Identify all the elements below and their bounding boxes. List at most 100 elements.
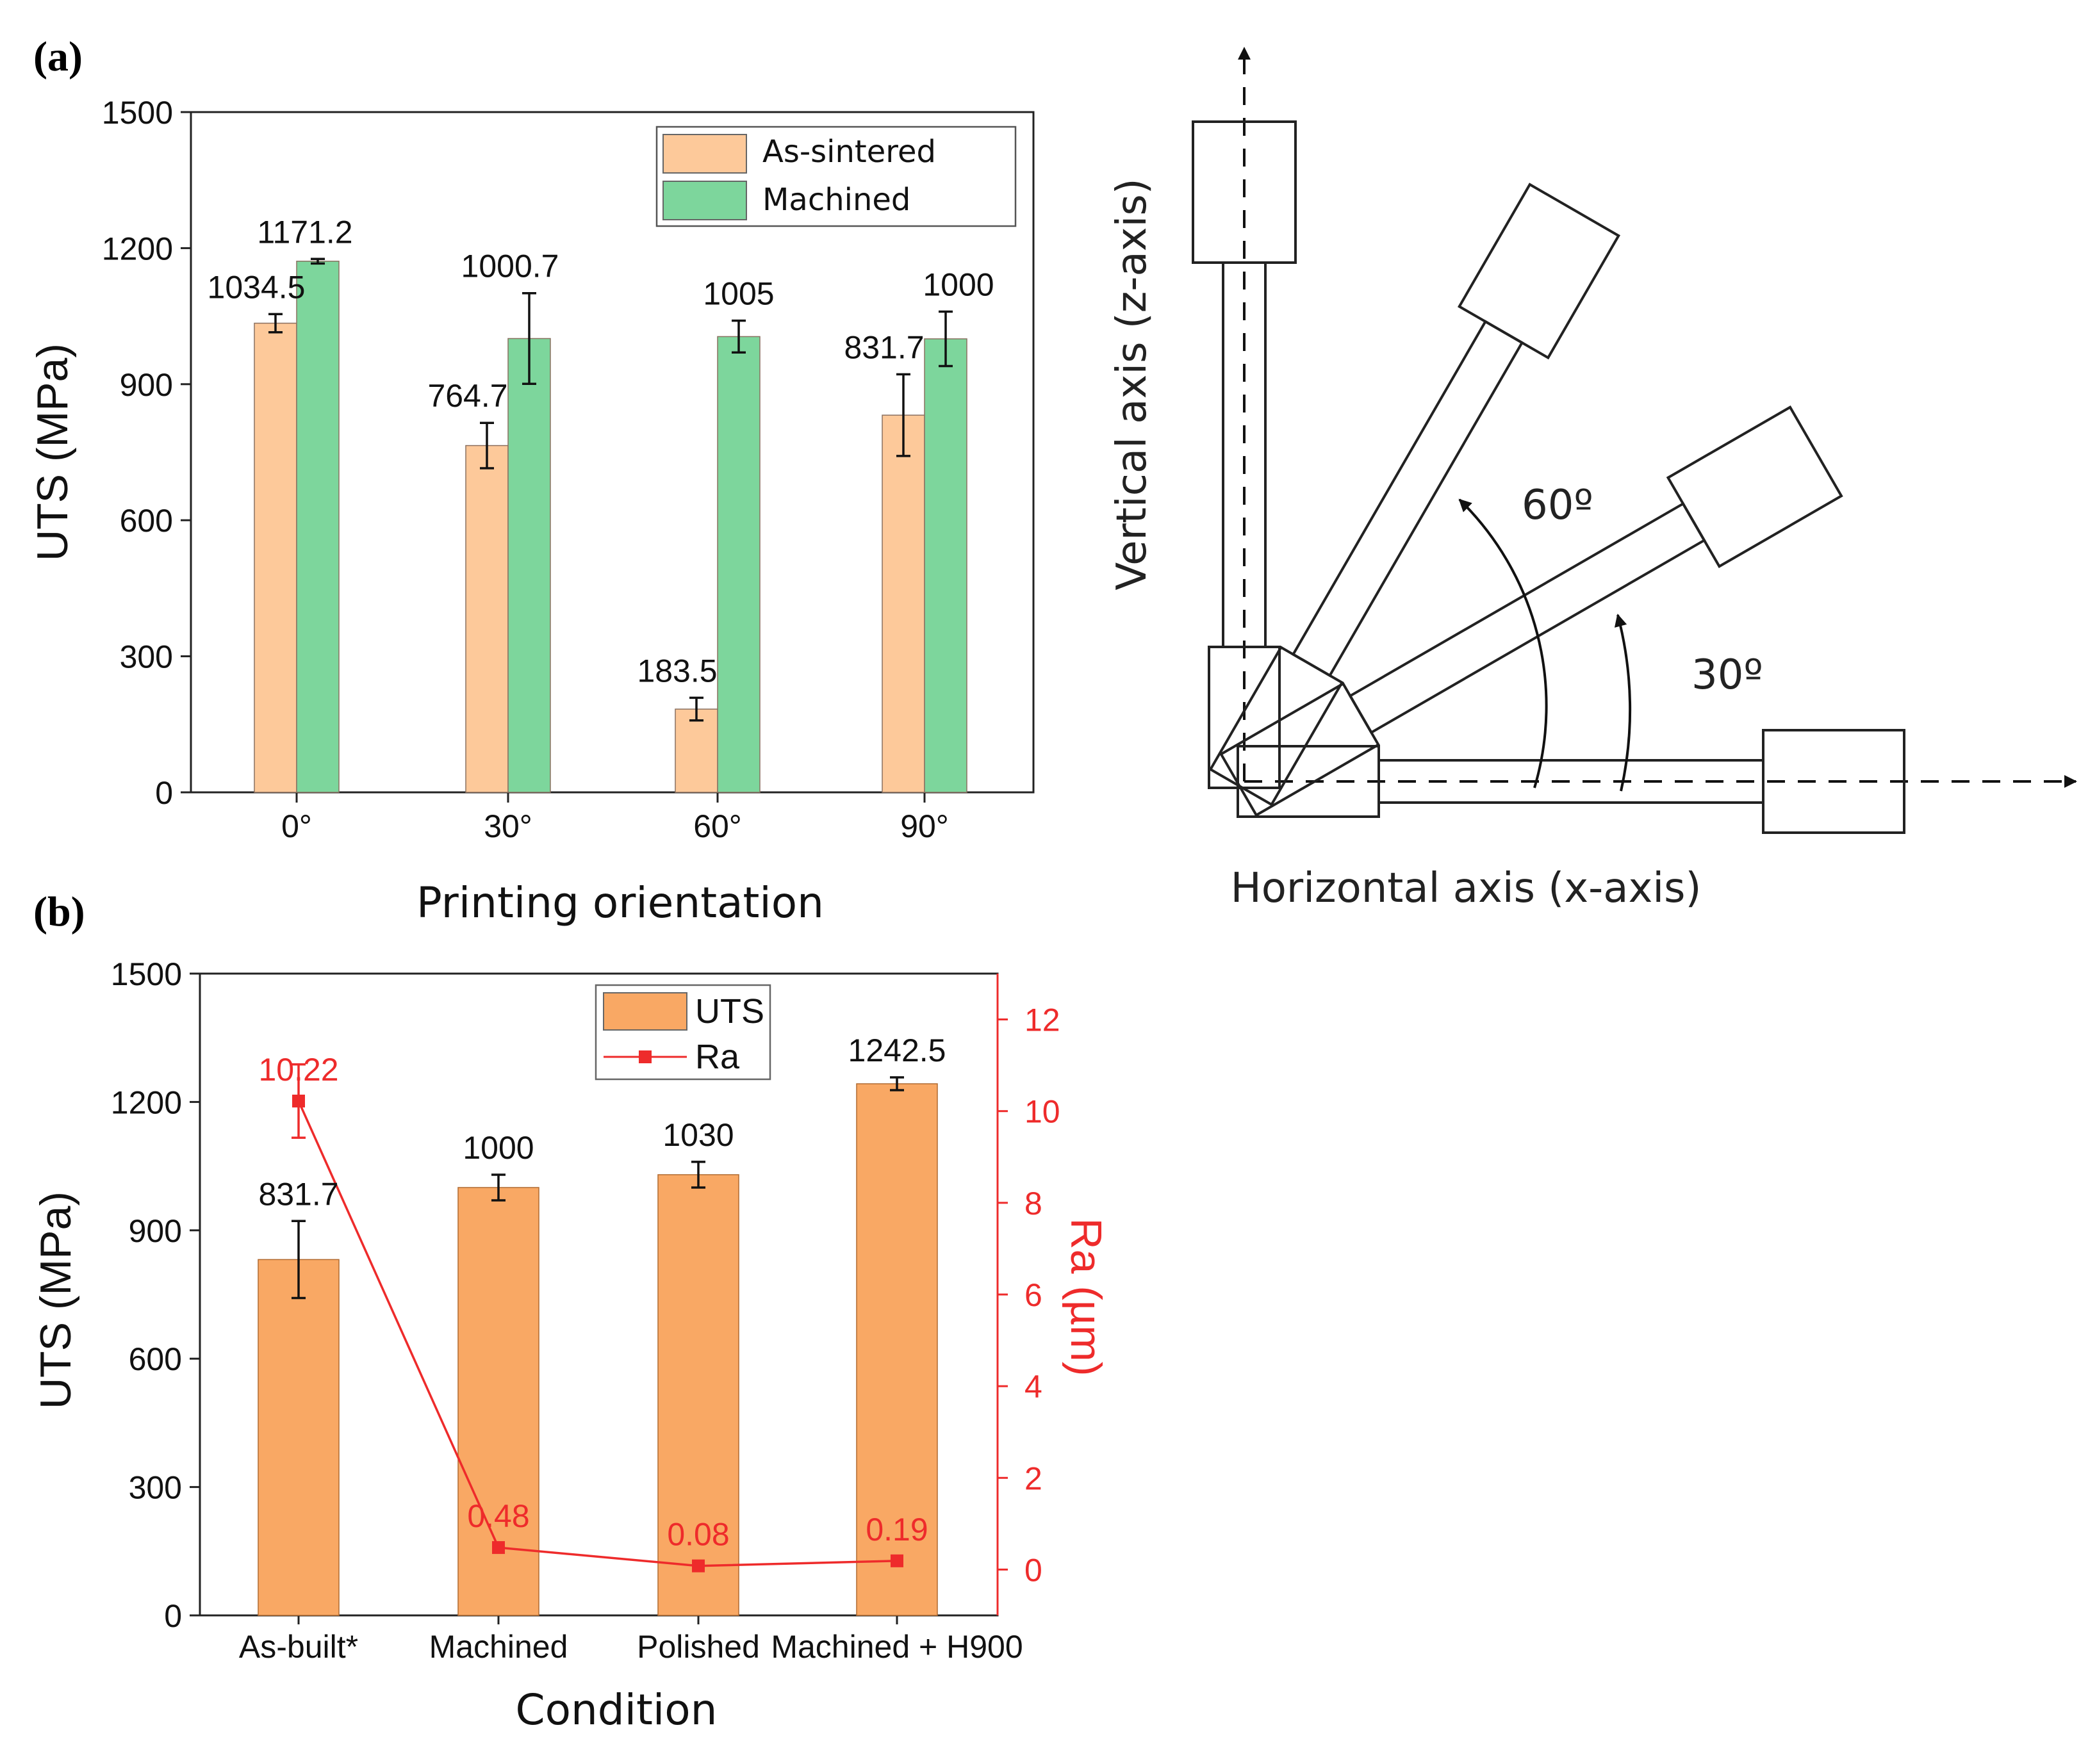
error-bar	[689, 696, 703, 722]
error-bar	[896, 373, 910, 457]
data-label: 831.7	[258, 1176, 338, 1212]
chart-b-right-y-axis: 0 2 4 6 8 10 12	[998, 1002, 1060, 1588]
chart-b-error-bars	[292, 1076, 904, 1300]
bar-machined	[717, 336, 761, 793]
bar-as-sintered	[465, 445, 509, 793]
panel-b-label: (b)	[33, 888, 85, 935]
x-tick-label: 30°	[484, 808, 532, 844]
legend-label-machined: Machined	[762, 182, 910, 218]
bar-machined	[296, 261, 340, 793]
ra-data-label: 0.08	[667, 1517, 729, 1553]
chart-a-x-axis-title: Printing orientation	[416, 878, 824, 927]
specimens	[1192, 120, 1905, 834]
chart-a-y-axis: 0 300 600 900 1200 1500	[102, 95, 191, 811]
ra-data-label: 10.22	[258, 1052, 338, 1088]
bar-uts	[258, 1259, 340, 1616]
x-tick-label: As-built*	[239, 1629, 358, 1665]
y-tick-label: 300	[120, 639, 173, 675]
data-label: 1005	[703, 276, 774, 312]
error-bar	[268, 313, 283, 334]
vertical-axis-label: Vertical axis (z-axis)	[1108, 178, 1156, 590]
y-tick-label: 600	[129, 1341, 182, 1377]
data-label: 831.7	[844, 329, 924, 365]
bar-as-sintered	[882, 414, 925, 793]
chart-a-x-axis: 0° 30° 60° 90°	[281, 792, 949, 844]
data-label: 1034.5	[208, 269, 306, 305]
x-tick-label: 60°	[693, 808, 742, 844]
chart-b: 0 300 600 900 1200 1500 0 2 4 6 8 10 12 As-built* Ma…	[31, 956, 1110, 1735]
data-label: 183.5	[637, 653, 717, 689]
x-tick-label: 90°	[900, 808, 949, 844]
orientation-diagram: 60º 30º Vertical axis (z-axis) Horizonta…	[1108, 47, 2077, 912]
y2-tick-label: 12	[1024, 1002, 1060, 1038]
angle-30-label: 30º	[1691, 651, 1763, 699]
error-bar	[890, 1076, 904, 1091]
chart-a-bars	[254, 261, 967, 793]
ra-error-bar	[292, 1063, 306, 1139]
bar-as-sintered	[254, 322, 297, 793]
bar-machined	[507, 338, 551, 793]
chart-b-legend: UTS Ra	[595, 984, 771, 1081]
y-tick-label: 1500	[111, 956, 182, 992]
specimen-grip-far	[1192, 120, 1297, 264]
x-tick-label: Machined	[429, 1629, 568, 1665]
specimen-gauge	[1291, 320, 1524, 678]
error-bar	[939, 310, 953, 368]
legend-swatch-uts	[603, 992, 687, 1031]
error-bar	[491, 1173, 506, 1202]
legend-swatch-as-sintered	[662, 134, 747, 174]
x-tick-label: 0°	[281, 808, 312, 844]
ra-point	[891, 1554, 903, 1567]
bar-uts	[856, 1083, 938, 1616]
y2-tick-label: 0	[1024, 1552, 1042, 1588]
error-bar	[311, 257, 325, 265]
y2-tick-label: 8	[1024, 1186, 1042, 1221]
specimen-gauge	[1348, 502, 1706, 735]
legend-marker-ra	[639, 1050, 652, 1063]
specimen-grip-far	[1762, 729, 1905, 834]
chart-a-y-axis-title: UTS (MPa)	[28, 343, 77, 561]
bar-uts	[657, 1174, 739, 1616]
chart-b-x-axis: As-built* Machined Polished Machined + H900	[239, 1615, 1023, 1665]
chart-b-y-axis-title: UTS (MPa)	[31, 1191, 80, 1409]
ra-data-label: 0.19	[866, 1512, 928, 1548]
bar-as-sintered	[675, 708, 718, 793]
bar-machined	[924, 338, 967, 793]
data-label: 1171.2	[257, 214, 352, 250]
data-label: 1030	[662, 1117, 734, 1153]
y2-tick-label: 6	[1024, 1277, 1042, 1313]
chart-b-y-axis: 0 300 600 900 1200 1500	[111, 956, 200, 1634]
data-label: 764.7	[427, 378, 507, 414]
panel-a-label: (a)	[33, 33, 83, 80]
horizontal-axis-label: Horizontal axis (x-axis)	[1231, 865, 1702, 912]
legend-label-ra: Ra	[695, 1038, 740, 1076]
specimen-30	[1219, 405, 1843, 817]
chart-b-bars	[258, 1083, 938, 1616]
ra-point	[692, 1559, 705, 1572]
legend-label-as-sintered: As-sintered	[762, 134, 936, 170]
x-tick-label: Machined + H900	[771, 1629, 1023, 1665]
y-tick-label: 1200	[111, 1084, 182, 1120]
chart-a-data-labels: 1034.5 764.7 183.5 831.7 1171.2 1000.7 1005 100…	[208, 214, 994, 689]
specimen-90	[1192, 120, 1297, 789]
y-tick-label: 0	[164, 1598, 182, 1634]
data-label: 1000	[923, 267, 994, 303]
angle-60-arc	[1458, 498, 1548, 788]
y2-tick-label: 4	[1024, 1369, 1042, 1405]
legend-label-uts: UTS	[695, 992, 764, 1031]
specimen-60	[1208, 183, 1621, 806]
y-tick-label: 900	[120, 367, 173, 403]
data-label: 1000.7	[461, 249, 559, 284]
data-label: 1000	[463, 1130, 534, 1166]
chart-a-legend: As-sintered Machined	[655, 126, 1017, 227]
y-tick-label: 900	[129, 1213, 182, 1249]
specimen-grip-far	[1457, 183, 1621, 360]
chart-b-right-y-axis-title: Ra (µm)	[1062, 1218, 1110, 1376]
y2-tick-label: 10	[1024, 1094, 1060, 1130]
error-bar	[691, 1161, 705, 1189]
error-bar	[732, 319, 746, 354]
y-tick-label: 1200	[102, 231, 173, 266]
ra-point	[492, 1541, 505, 1555]
legend-swatch-machined	[662, 181, 747, 220]
